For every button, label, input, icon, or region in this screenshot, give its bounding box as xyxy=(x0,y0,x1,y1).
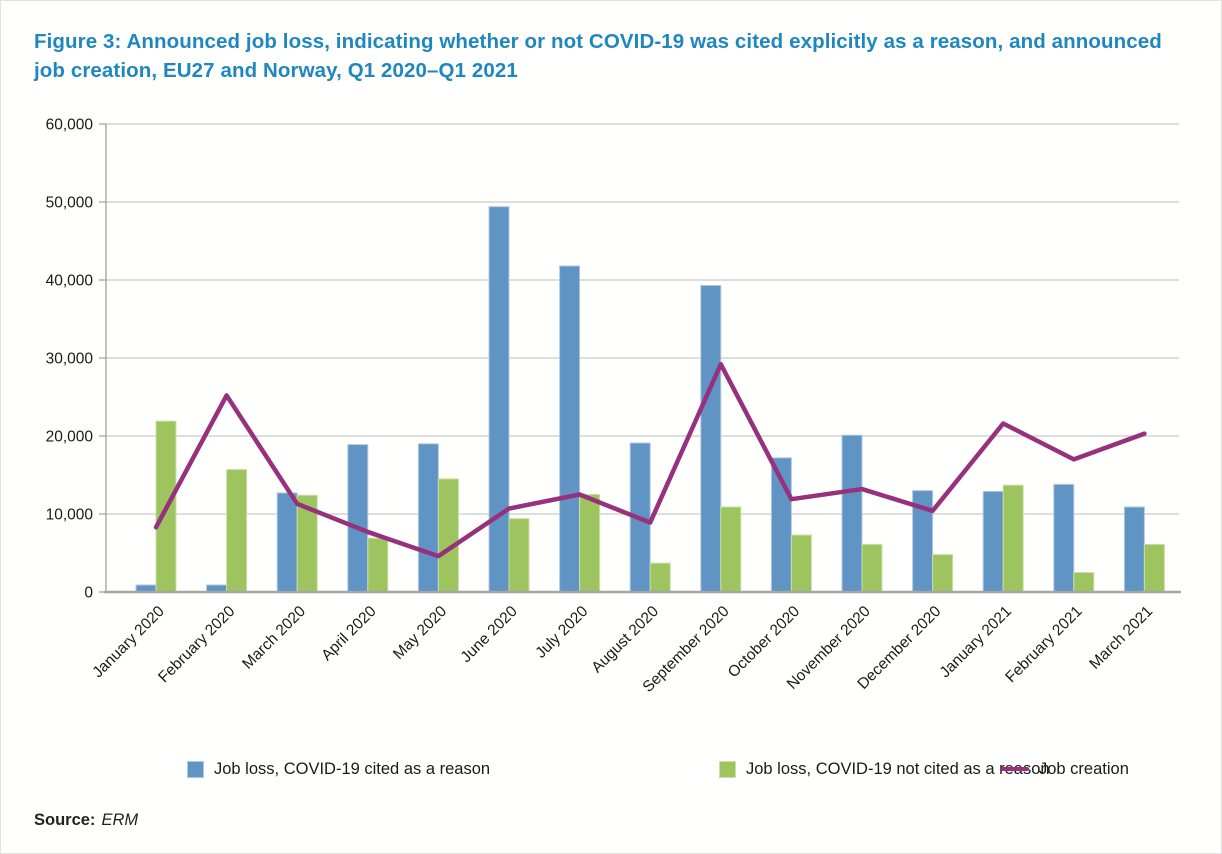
bar xyxy=(790,534,812,593)
x-axis-label: January 2020 xyxy=(89,603,168,682)
x-axis-label: July 2020 xyxy=(532,603,591,662)
bar xyxy=(417,443,439,593)
x-axis-label: June 2020 xyxy=(458,603,521,666)
y-axis-label: 10,000 xyxy=(46,507,94,524)
x-axis-label: October 2020 xyxy=(725,603,804,682)
legend-swatch-green-icon xyxy=(719,760,736,778)
x-axis-label: April 2020 xyxy=(318,603,380,665)
chart: 0 10,000 20,000 30,000 40,000 50,000 60,000 Jan… xyxy=(46,117,1181,696)
x-axis-label: January 2021 xyxy=(937,603,1015,681)
bar xyxy=(437,478,459,593)
bar xyxy=(1143,543,1165,593)
y-axis-label: 20,000 xyxy=(46,429,94,446)
source-label: Source: xyxy=(34,811,96,829)
y-axis-label: 50,000 xyxy=(46,195,94,212)
bar xyxy=(488,206,510,593)
x-axis-label: February 2021 xyxy=(1002,603,1085,686)
x-axis-label: March 2020 xyxy=(239,603,309,673)
bar xyxy=(1002,484,1024,593)
bar xyxy=(1123,506,1145,593)
chart-area: 0 10,000 20,000 30,000 40,000 50,000 60,000 Jan… xyxy=(26,109,1196,754)
bar xyxy=(932,554,954,593)
legend-item-covid-not-cited: Job loss, COVID-19 not cited as a reason xyxy=(719,756,1050,782)
figure-title: Figure 3: Announced job loss, indicating… xyxy=(34,30,1162,82)
bar xyxy=(700,284,722,593)
legend-label-job-creation: Job creation xyxy=(1039,759,1129,778)
bar xyxy=(579,494,601,593)
legend-swatch-blue-icon xyxy=(187,760,204,778)
legend-label-covid-not-cited: Job loss, COVID-19 not cited as a reason xyxy=(746,759,1050,778)
chart-legend: Job loss, COVID-19 cited as a reason Job… xyxy=(1,756,1222,782)
x-axis-label: March 2021 xyxy=(1086,603,1156,673)
bar xyxy=(508,518,530,593)
job-creation-line xyxy=(153,361,1147,559)
x-axis-label: August 2020 xyxy=(588,603,662,677)
y-axis-label: 60,000 xyxy=(46,117,94,134)
legend-swatch-purple-line-icon xyxy=(1001,766,1029,772)
bar xyxy=(367,537,389,593)
y-axis-label: 30,000 xyxy=(46,351,94,368)
legend-item-covid-cited: Job loss, COVID-19 cited as a reason xyxy=(187,756,490,782)
bar xyxy=(276,492,298,593)
bar xyxy=(347,444,369,593)
bar xyxy=(649,562,671,593)
bar xyxy=(559,265,581,593)
source-line: Source: ERM xyxy=(34,811,138,830)
legend-item-job-creation: Job creation xyxy=(1001,756,1129,782)
bar xyxy=(226,469,248,593)
y-axis-label: 40,000 xyxy=(46,273,94,290)
x-axis-label: February 2020 xyxy=(155,603,239,687)
bar xyxy=(982,490,1004,593)
source-value: ERM xyxy=(101,811,139,829)
bar xyxy=(1053,483,1075,593)
bar xyxy=(1073,572,1095,593)
bar xyxy=(841,434,863,593)
legend-label-covid-cited: Job loss, COVID-19 cited as a reason xyxy=(214,759,491,778)
x-axis-label: May 2020 xyxy=(390,603,450,663)
bar xyxy=(720,506,742,593)
y-axis-label: 0 xyxy=(84,585,93,602)
bar xyxy=(861,543,883,593)
